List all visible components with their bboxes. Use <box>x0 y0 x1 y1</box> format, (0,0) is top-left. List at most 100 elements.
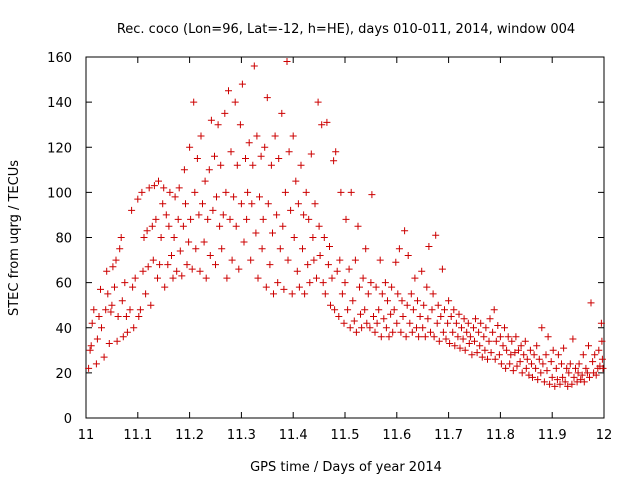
data-point <box>257 152 265 160</box>
data-point <box>278 109 286 117</box>
data-point <box>382 324 390 332</box>
data-point <box>459 335 467 343</box>
data-point <box>501 324 508 332</box>
data-point <box>385 333 393 341</box>
data-point <box>551 382 559 390</box>
data-point <box>154 274 161 282</box>
data-point <box>281 188 289 196</box>
y-tick-label: 160 <box>47 51 72 66</box>
x-tick-label: 12 <box>596 428 613 443</box>
data-point <box>328 274 336 282</box>
data-point <box>223 274 231 282</box>
data-point <box>399 313 407 320</box>
data-point <box>249 161 257 169</box>
data-point <box>575 360 583 368</box>
x-tick-label: 11.3 <box>227 428 256 443</box>
data-point <box>112 256 120 264</box>
data-point <box>292 177 300 185</box>
data-point <box>221 109 229 117</box>
data-point <box>273 211 281 219</box>
data-point <box>477 319 485 327</box>
data-point <box>102 306 110 314</box>
data-point <box>430 333 438 341</box>
data-point <box>240 238 248 246</box>
data-point <box>420 301 428 309</box>
data-point <box>437 313 445 320</box>
data-point <box>502 364 510 372</box>
data-point <box>252 229 260 237</box>
data-point <box>537 369 545 377</box>
data-point <box>294 200 302 208</box>
data-point <box>556 380 564 388</box>
data-point <box>450 306 458 314</box>
data-point <box>321 290 329 298</box>
data-point <box>496 333 504 341</box>
data-point <box>169 274 177 282</box>
data-point <box>402 333 410 341</box>
data-point <box>142 290 150 298</box>
data-point <box>309 234 317 241</box>
data-point <box>206 252 214 259</box>
data-point <box>408 328 416 336</box>
y-tick-label: 40 <box>55 322 72 337</box>
data-point <box>503 346 511 354</box>
data-point <box>456 344 464 352</box>
data-point <box>554 351 562 359</box>
x-tick-label: 11.8 <box>486 428 515 443</box>
data-point <box>364 290 372 298</box>
data-point <box>287 206 295 214</box>
data-point <box>401 227 409 235</box>
y-tick-label: 80 <box>55 232 72 247</box>
data-point <box>166 188 174 196</box>
data-point <box>107 308 115 316</box>
data-point <box>549 346 557 354</box>
data-point <box>597 319 605 327</box>
data-point <box>178 272 186 280</box>
data-point <box>244 188 252 196</box>
data-point <box>283 58 291 65</box>
data-point <box>345 265 353 273</box>
data-point <box>330 157 338 165</box>
data-point <box>544 333 552 341</box>
data-point <box>305 215 313 223</box>
data-point <box>384 297 391 305</box>
data-point <box>526 346 534 354</box>
data-point <box>515 346 522 354</box>
data-point <box>336 256 344 264</box>
data-point <box>481 346 489 354</box>
data-point <box>270 290 277 298</box>
data-point <box>404 252 412 259</box>
data-point <box>228 256 236 264</box>
data-point <box>319 279 327 287</box>
data-point <box>258 245 266 253</box>
data-point <box>289 132 297 140</box>
data-point <box>373 319 381 327</box>
data-point <box>464 319 472 327</box>
data-point <box>349 297 357 305</box>
data-point <box>351 256 359 264</box>
data-point <box>85 364 93 372</box>
data-point <box>285 148 293 156</box>
data-point <box>499 342 507 350</box>
data-point <box>219 211 227 219</box>
data-points <box>85 58 607 390</box>
data-point <box>235 265 243 273</box>
data-point <box>568 380 576 388</box>
data-point <box>93 335 101 343</box>
data-point <box>487 349 495 357</box>
data-point <box>574 369 582 377</box>
data-point <box>129 283 137 291</box>
y-tick-label: 0 <box>64 412 72 427</box>
data-point <box>314 98 322 106</box>
data-point <box>299 245 306 253</box>
data-point <box>542 351 550 359</box>
data-point <box>318 121 326 129</box>
data-point <box>315 222 323 230</box>
data-point <box>540 378 548 386</box>
data-point <box>238 80 246 88</box>
data-point <box>465 340 473 347</box>
data-point <box>264 200 272 208</box>
data-point <box>378 290 386 298</box>
data-point <box>97 285 104 293</box>
data-point <box>403 301 411 309</box>
